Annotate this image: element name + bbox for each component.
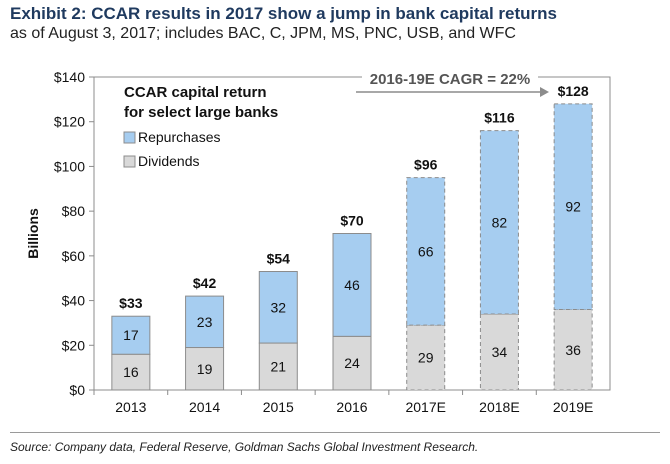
data-label-repurchases: 32 — [270, 299, 286, 315]
y-tick-label: $140 — [54, 69, 85, 85]
total-label: $128 — [558, 83, 589, 99]
y-tick-label: $80 — [62, 203, 86, 219]
legend-label-repurchases: Repurchases — [138, 129, 221, 145]
x-tick-label: 2019E — [553, 399, 593, 415]
data-label-repurchases: 46 — [344, 277, 360, 293]
bar-repurchases — [111, 315, 151, 355]
bar-repurchases — [332, 233, 372, 337]
total-label: $33 — [119, 295, 143, 311]
source-note: Source: Company data, Federal Reserve, G… — [10, 440, 479, 454]
total-label: $96 — [414, 157, 438, 173]
y-tick-label: $20 — [62, 337, 86, 353]
data-label-dividends: 21 — [270, 359, 286, 375]
bar-dividends — [185, 347, 225, 391]
data-label-dividends: 24 — [344, 355, 360, 371]
y-tick-label: $40 — [62, 293, 86, 309]
legend-swatch-dividends — [123, 155, 136, 168]
bar-dividends — [406, 324, 446, 391]
data-label-dividends: 29 — [418, 350, 434, 366]
x-tick-label: 2013 — [115, 399, 146, 415]
chart-title-line-2: for select large banks — [124, 104, 278, 121]
y-tick-label: $60 — [62, 248, 86, 264]
data-label-dividends: 36 — [565, 342, 581, 358]
footer-divider — [10, 432, 660, 433]
x-tick-label: 2015 — [263, 399, 294, 415]
cagr-arrow-head — [540, 87, 549, 97]
y-tick-label: $0 — [69, 382, 85, 398]
x-tick-label: 2014 — [189, 399, 220, 415]
data-label-repurchases: 23 — [197, 314, 213, 330]
bar-dividends — [479, 313, 519, 391]
data-label-dividends: 34 — [492, 344, 508, 360]
bar-repurchases — [258, 271, 298, 344]
bar-dividends — [332, 335, 372, 391]
legend-label-dividends: Dividends — [138, 153, 199, 169]
data-label-repurchases: 17 — [123, 327, 139, 343]
total-label: $54 — [267, 251, 291, 267]
x-tick-label: 2016 — [336, 399, 367, 415]
exhibit-subtitle: as of August 3, 2017; includes BAC, C, J… — [10, 25, 516, 42]
data-label-repurchases: 82 — [492, 214, 508, 230]
chart-title-line-1: CCAR capital return — [124, 84, 267, 101]
x-tick-label: 2017E — [405, 399, 445, 415]
bar-repurchases — [553, 103, 593, 311]
legend-swatch-repurchases — [123, 131, 136, 144]
y-tick-label: $120 — [54, 114, 85, 130]
data-label-dividends: 16 — [123, 364, 139, 380]
data-label-repurchases: 66 — [418, 243, 434, 259]
bar-dividends — [111, 353, 151, 391]
exhibit-title: Exhibit 2: CCAR results in 2017 show a j… — [10, 4, 557, 23]
bar-dividends — [553, 309, 593, 391]
bar-repurchases — [185, 295, 225, 349]
cagr-label-background — [362, 70, 538, 88]
total-label: $42 — [193, 275, 217, 291]
y-tick-label: $100 — [54, 158, 85, 174]
bar-repurchases — [479, 130, 519, 315]
total-label: $116 — [484, 110, 515, 126]
y-axis-title: Billions — [25, 208, 41, 259]
total-label: $70 — [340, 213, 364, 229]
x-tick-label: 2018E — [479, 399, 519, 415]
cagr-annotation: 2016-19E CAGR = 22% — [370, 71, 531, 88]
bar-repurchases — [406, 177, 446, 326]
data-label-dividends: 19 — [197, 361, 213, 377]
data-label-repurchases: 92 — [565, 199, 581, 215]
